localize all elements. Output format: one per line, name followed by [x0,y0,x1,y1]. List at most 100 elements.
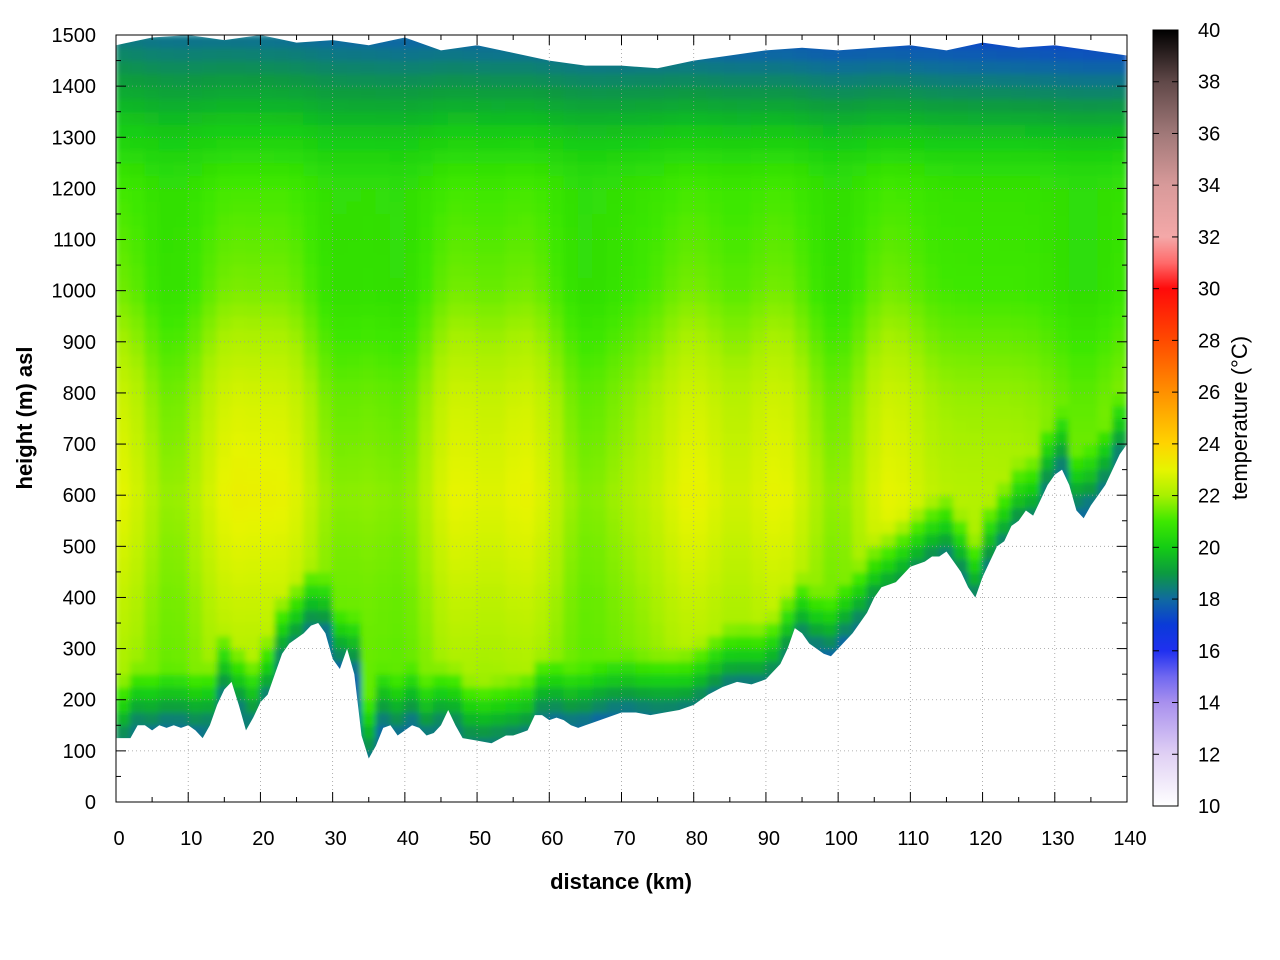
heatmap-cell [375,418,391,432]
heatmap-cell [866,545,882,560]
heatmap-cell [953,520,969,535]
heatmap-cell [837,494,854,509]
heatmap-cell [202,533,218,547]
heatmap-cell [231,609,247,624]
heatmap-cell [116,264,131,279]
heatmap-cell [173,354,189,368]
heatmap-cell [433,290,449,304]
heatmap-cell [779,545,796,560]
heatmap-cell [823,290,839,304]
heatmap-cell [1010,430,1027,445]
heatmap-cell [418,456,435,471]
heatmap-cell [216,136,233,151]
heatmap-cell [332,392,348,407]
heatmap-cell [1010,175,1027,189]
heatmap-cell [621,251,637,266]
heatmap-cell [519,354,536,368]
heatmap-cell [375,98,391,113]
heatmap-cell [606,290,622,304]
heatmap-cell [1039,72,1056,87]
heatmap-cell [577,507,594,522]
heatmap-cell [129,162,146,177]
heatmap-cell [534,200,550,215]
heatmap-cell [245,98,261,113]
heatmap-cell [389,405,406,419]
heatmap-cell [621,392,637,407]
heatmap-cell [505,315,521,330]
heatmap-cell [346,392,363,407]
heatmap-cell [332,136,348,151]
heatmap-cell [707,392,724,407]
heatmap-cell [592,507,608,522]
heatmap-cell [722,469,738,483]
heatmap-cell [678,635,695,650]
heatmap-cell [852,328,868,343]
heatmap-cell [1054,277,1070,292]
heatmap-cell [375,162,391,177]
heatmap-cell [173,200,189,215]
heatmap-cell [491,98,507,113]
heatmap-cell [1068,264,1085,279]
heatmap-cell [129,111,146,125]
heatmap-cell [433,481,449,496]
heatmap-cell [534,328,550,343]
heatmap-cell [982,366,998,381]
heatmap-cell [447,47,464,62]
heatmap-cell [361,341,377,356]
heatmap-cell [852,520,868,535]
heatmap-cell [621,622,637,637]
heatmap-cell [606,673,622,688]
heatmap-cell [491,660,507,675]
heatmap-cell [953,200,969,215]
heatmap-cell [259,648,276,662]
heatmap-cell [505,60,521,74]
heatmap-cell [1083,469,1099,483]
heatmap-cell [649,85,666,100]
heatmap-cell [664,443,680,458]
heatmap-cell [606,635,622,650]
heatmap-cell [924,315,940,330]
heatmap-cell [433,520,449,535]
heatmap-cell [216,660,233,675]
heatmap-cell [592,418,608,432]
data-top-mask [116,35,1127,69]
heatmap-cell [707,98,724,113]
heatmap-cell [938,328,955,343]
heatmap-cell [173,162,189,177]
heatmap-cell [736,430,752,445]
heatmap-cell [895,149,911,164]
heatmap-cell [332,545,348,560]
heatmap-cell [361,328,377,343]
heatmap-cell [476,430,493,445]
heatmap-cell [1112,72,1127,87]
heatmap-cell [303,571,319,586]
heatmap-cell [1025,456,1041,471]
heatmap-cell [274,520,290,535]
heatmap-cell [996,354,1012,368]
heatmap-cell [505,469,521,483]
heatmap-cell [823,609,839,624]
heatmap-cell [808,136,825,151]
heatmap-cell [519,507,536,522]
heatmap-cell [895,507,911,522]
heatmap-cell [909,200,926,215]
heatmap-cell [1083,123,1099,138]
heatmap-cell [750,315,767,330]
heatmap-cell [548,469,565,483]
heatmap-cell [491,200,507,215]
heatmap-cell [505,660,521,675]
heatmap-cell [491,72,507,87]
heatmap-cell [765,85,781,100]
heatmap-cell [158,673,175,688]
heatmap-cell [245,507,261,522]
heatmap-cell [678,175,695,189]
heatmap-cell [476,162,493,177]
heatmap-cell [389,60,406,74]
heatmap-cell [707,405,724,419]
colorbar [1152,29,1179,807]
heatmap-cell [736,251,752,266]
heatmap-cell [996,85,1012,100]
heatmap-cell [736,545,752,560]
heatmap-cell [216,85,233,100]
heatmap-cell [216,111,233,125]
